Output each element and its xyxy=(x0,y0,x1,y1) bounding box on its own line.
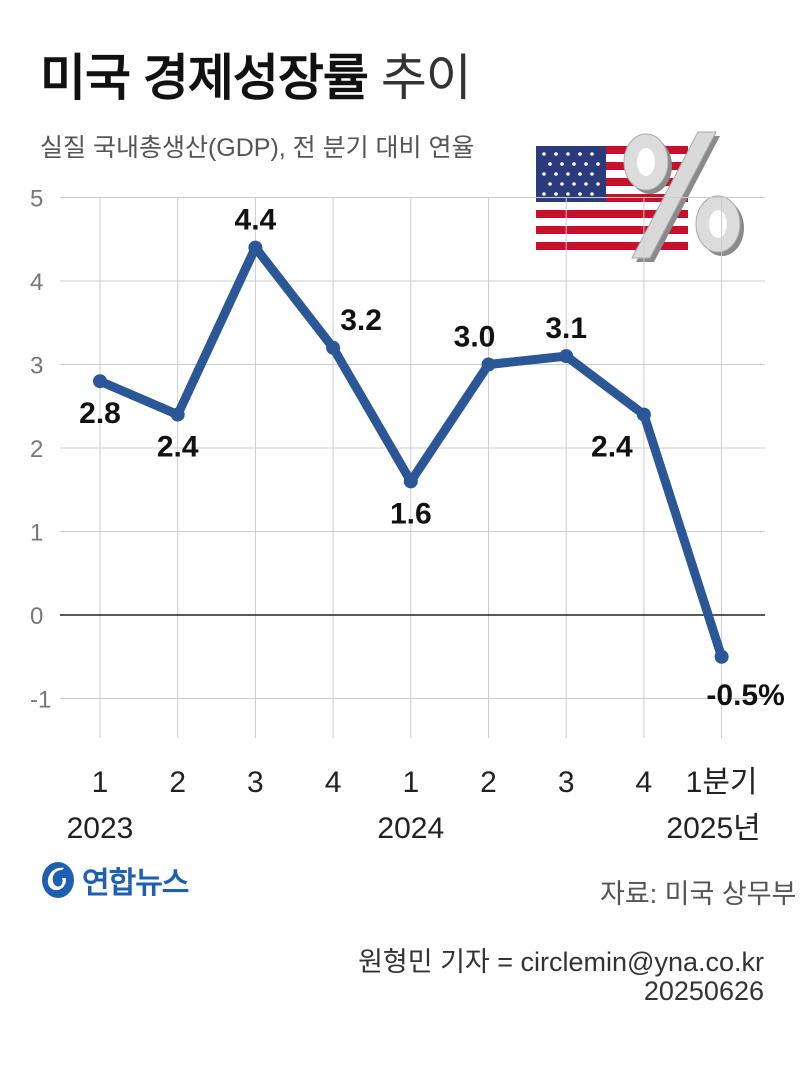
y-tick-label: 4 xyxy=(30,269,43,296)
x-tick-label: 2 xyxy=(480,766,497,799)
data-label: 3.0 xyxy=(454,321,496,354)
x-tick-label: 3 xyxy=(558,766,575,799)
year-label: 2023 xyxy=(67,812,134,845)
x-tick-label: 1 xyxy=(402,766,419,799)
logo-text: 연합뉴스 xyxy=(82,867,189,900)
y-tick-label: 0 xyxy=(30,603,43,630)
data-point xyxy=(93,374,107,389)
chart-title: 미국 경제성장률 추이 xyxy=(40,38,472,110)
title-bold: 미국 경제성장률 xyxy=(40,50,369,106)
x-tick-label: 4 xyxy=(636,766,653,799)
us-flag-percent-icon xyxy=(536,131,744,262)
data-point xyxy=(403,474,418,489)
data-point xyxy=(326,340,341,355)
reporter-credit: 원형민 기자 = circlemin@yna.co.kr xyxy=(358,947,764,977)
year-label: 2024 xyxy=(377,812,444,845)
publish-date: 20250626 xyxy=(643,976,764,1006)
line-chart: 5 4 3 2 1 0 -1 2.8 2.4 4.4 3.2 1.6 3.0 3.1 2.4 -0.5% 1 2 3… xyxy=(30,186,785,846)
x-tick-label: 1분기 xyxy=(686,766,758,799)
source-note: 자료: 미국 상무부 xyxy=(600,879,797,909)
y-tick-label: 5 xyxy=(30,186,43,213)
data-label: 2.4 xyxy=(157,431,199,464)
yonhap-logo-icon xyxy=(42,862,74,898)
data-label: -0.5% xyxy=(706,679,784,712)
y-tick-label: 3 xyxy=(30,353,43,380)
title-normal: 추이 xyxy=(380,50,472,106)
data-point xyxy=(248,240,263,255)
y-tick-label: 2 xyxy=(30,436,43,463)
x-tick-label: 3 xyxy=(247,766,264,799)
year-label: 2025년 xyxy=(666,812,760,845)
chart-subtitle: 실질 국내총생산(GDP), 전 분기 대비 연율 xyxy=(40,134,475,162)
data-point xyxy=(170,407,185,422)
y-tick-label: -1 xyxy=(30,687,51,714)
yonhap-logo: 연합뉴스 xyxy=(40,858,189,902)
data-point xyxy=(714,649,729,664)
data-label: 3.1 xyxy=(545,312,587,345)
percent-3d-icon xyxy=(623,131,744,262)
data-label: 2.4 xyxy=(591,431,633,464)
data-label: 1.6 xyxy=(390,497,432,530)
data-point xyxy=(481,357,496,372)
y-tick-label: 1 xyxy=(30,520,43,547)
data-point xyxy=(636,407,651,422)
data-label: 4.4 xyxy=(235,204,277,237)
data-point xyxy=(559,349,574,364)
x-tick-label: 2 xyxy=(169,766,186,799)
x-tick-label: 4 xyxy=(325,766,342,799)
data-label: 2.8 xyxy=(79,397,121,430)
x-tick-label: 1 xyxy=(92,766,109,799)
data-label: 3.2 xyxy=(340,304,382,337)
